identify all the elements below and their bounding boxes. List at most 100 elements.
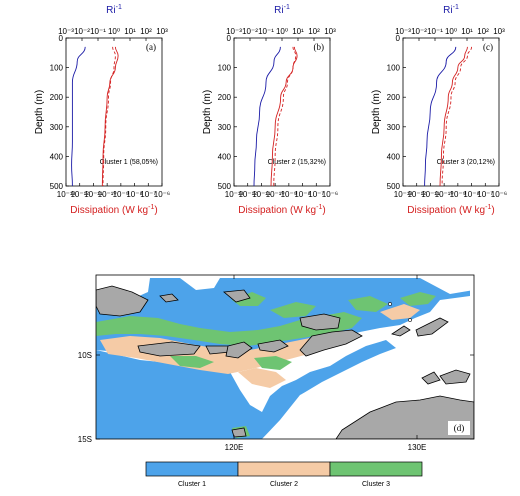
bottom-tick-label: 10⁻⁸ [294,190,311,199]
top-tick-label: 10⁻¹ [258,27,274,36]
y-tick-label: 0 [396,34,401,43]
top-tick-label: 10¹ [124,27,136,36]
land-mass [225,341,253,359]
top-tick-label: 10² [477,27,489,36]
cluster-3-region [232,292,266,306]
panel-label: (a) [146,42,156,52]
land-mass [231,427,247,438]
unclassified-region [420,278,474,294]
dissipation-dashed-line [102,46,116,187]
map-frame [95,274,475,440]
bottom-tick-label: 10⁻¹¹ [252,190,271,199]
land-mass [439,369,471,385]
top-axis-title-exp: -1 [116,4,122,11]
station-marker [408,318,412,322]
y-tick-label: 400 [387,152,401,161]
y-tick-label: 100 [218,64,232,73]
bottom-axis-title-exp: -1 [316,204,322,211]
lat-tick-label: 15S [78,435,92,444]
dissipation-solid-line [439,46,468,187]
top-tick-label: 10⁻² [411,27,427,36]
bottom-axis-title-close: ) [322,205,325,216]
top-axis-title-exp: -1 [284,4,290,11]
bottom-tick-label: 10⁻¹³ [225,190,244,199]
station-marker [388,302,392,306]
top-tick-label: 10³ [156,27,168,36]
top-tick-label: 10⁻² [242,27,258,36]
cluster-2-region [238,368,286,388]
bottom-axis-title: Dissipation (W kg-1) [407,204,494,216]
bottom-tick-label: 10⁻⁷ [140,190,156,199]
top-tick-label: 10¹ [292,27,304,36]
y-tick-label: 400 [218,152,232,161]
map-panel-d: 120E 130E 10S 15S (d) [78,274,475,452]
ri-profile-line [424,46,457,187]
legend-swatch [237,461,331,477]
y-axis-title: Depth (m) [371,90,382,134]
bottom-tick-label: 10⁻¹² [238,190,257,199]
top-tick-label: 10⁰ [276,27,288,36]
cluster-annotation: Cluster 1 (58,05%) [100,159,158,166]
cluster-3-region [254,356,292,370]
cluster-annotation: Cluster 3 (20,12%) [437,159,495,166]
bottom-axis-title-text: Dissipation (W kg [70,205,148,216]
bottom-tick-label: 10⁻¹² [70,190,89,199]
y-tick-label: 0 [59,34,64,43]
panel-label: (c) [483,42,493,52]
profile-panel-b: 10⁻³ 10⁻² 10⁻¹ 10⁰ 10¹ 10² 10³10⁻¹³10⁻¹²10⁻¹¹1… [202,4,338,216]
top-tick-label: 10¹ [461,27,473,36]
top-tick-label: 10⁻³ [58,27,74,36]
legend-label: Cluster 3 [362,481,390,488]
cluster-3-region [170,356,214,368]
bottom-tick-label: 10⁻¹³ [57,190,76,199]
top-tick-label: 10⁻² [74,27,90,36]
cluster-3-region [348,296,388,312]
bottom-tick-label: 10⁻¹¹ [84,190,103,199]
top-axis-title: Ri-1 [106,4,122,16]
bottom-tick-label: 10⁻⁷ [477,190,493,199]
land-mass [391,325,411,337]
top-axis-title: Ri-1 [443,4,459,16]
y-tick-label: 300 [387,123,401,132]
land-mass [137,341,201,357]
cluster-1-region [96,340,396,439]
bottom-tick-label: 10⁻¹⁰ [98,190,117,199]
y-axis-title: Depth (m) [202,90,213,134]
land-mass [415,317,449,337]
dissipation-dashed-line [441,46,473,187]
top-tick-label: 10³ [493,27,505,36]
cluster-annotation: Cluster 2 (15,32%) [268,159,326,166]
top-axis-title: Ri-1 [274,4,290,16]
bottom-tick-label: 10⁻¹² [407,190,426,199]
bottom-tick-label: 10⁻⁷ [308,190,324,199]
panel-label: (d) [454,423,465,433]
y-tick-label: 300 [50,123,64,132]
bottom-tick-label: 10⁻⁶ [491,190,507,199]
bottom-axis-title-text: Dissipation (W kg [407,205,485,216]
cluster-2-region [380,304,420,320]
dissipation-dashed-line [273,46,297,187]
land-mass [223,289,251,303]
bottom-tick-label: 10⁻¹¹ [421,190,440,199]
cluster-legend: Cluster 1 Cluster 2 Cluster 3 [145,461,423,488]
bottom-tick-label: 10⁻⁸ [463,190,480,199]
map-layers [96,278,474,439]
bottom-axis-title-exp: -1 [485,204,491,211]
bottom-axis-title-exp: -1 [148,204,154,211]
top-tick-label: 10⁻³ [226,27,242,36]
land-mass [96,285,149,317]
top-tick-label: 10² [140,27,152,36]
y-tick-label: 100 [50,64,64,73]
y-tick-label: 0 [227,34,232,43]
profile-panel-a: 10⁻³ 10⁻² 10⁻¹ 10⁰ 10¹ 10² 10³10⁻¹³10⁻¹²10⁻¹¹1… [34,4,170,216]
panel-label: (b) [314,42,325,52]
land-mass [421,371,441,385]
y-tick-label: 200 [387,93,401,102]
y-tick-label: 300 [218,123,232,132]
dissipation-solid-line [270,46,298,187]
land-mass [335,395,474,439]
lon-tick-label: 120E [225,443,244,452]
bottom-axis-title-close: ) [491,205,494,216]
legend-swatch [329,461,423,477]
